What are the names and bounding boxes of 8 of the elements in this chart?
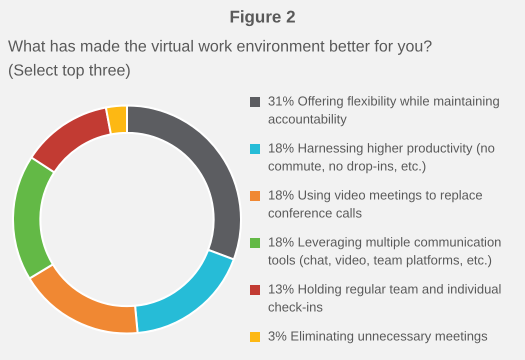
legend-label: 18% Leveraging multiple communication tools (chat, video, team platforms, etc.)	[268, 234, 502, 268]
chart-title: Figure 2	[229, 8, 296, 27]
legend-label: 13% Holding regular team and individual check-ins	[268, 282, 502, 315]
legend-label: 18% Harnessing higher productivity (no commute, no drop-ins, etc.)	[268, 140, 495, 174]
legend-label: 31% Offering flexibility while maintaining accountability	[268, 94, 500, 127]
chart-subtitle: What has made the virtual work environment better for you? (Select top three)	[8, 38, 432, 80]
legend-label: 3% Eliminating unnecessary meetings	[268, 328, 488, 344]
legend-label: 18% Using video meetings to replace conference calls	[268, 188, 483, 221]
